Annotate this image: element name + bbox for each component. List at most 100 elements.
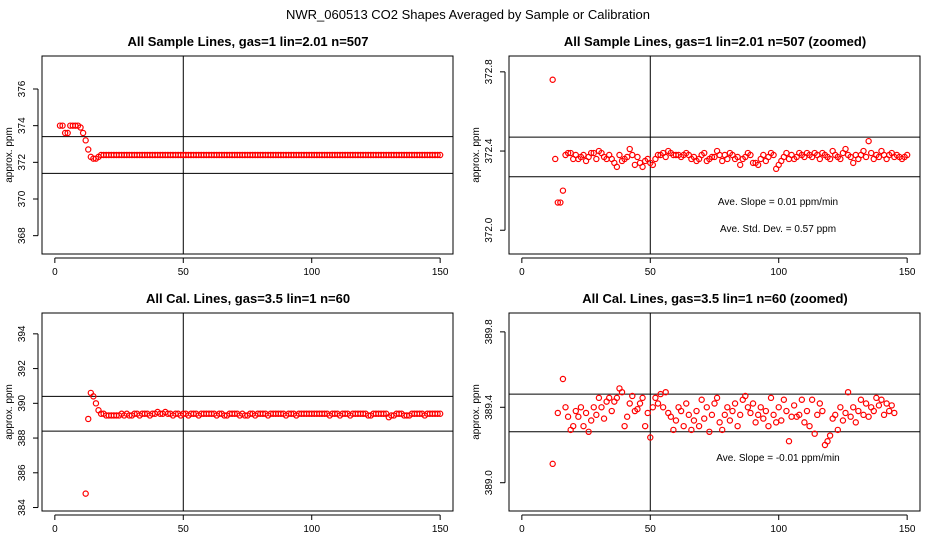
data-point <box>811 430 818 437</box>
y-tick-label: 384 <box>17 499 28 516</box>
data-point <box>814 411 821 419</box>
data-point <box>644 409 651 417</box>
x-tick-label: 50 <box>645 524 657 535</box>
data-point <box>778 417 785 424</box>
data-point <box>875 153 883 161</box>
data-point <box>61 129 69 137</box>
data-point <box>667 413 675 420</box>
data-point <box>875 402 883 409</box>
y-tick-label: 388 <box>17 429 28 446</box>
data-point <box>752 419 759 426</box>
data-point <box>749 400 757 407</box>
y-tick-label: 372.0 <box>484 217 495 242</box>
data-point <box>770 151 777 159</box>
data-point <box>549 460 556 468</box>
data-point <box>436 410 444 417</box>
data-point <box>839 417 847 424</box>
annotation: Ave. Slope = 0.01 ppm/min <box>718 197 838 208</box>
data-point <box>726 417 734 424</box>
data-point <box>559 375 567 383</box>
panel-cal-lines: All Cal. Lines, gas=3.5 lin=1 n=60 0 50 10… <box>4 291 454 535</box>
data-point <box>708 153 716 161</box>
data-point <box>639 394 646 402</box>
plot-frame <box>41 55 454 255</box>
data-point <box>434 410 441 417</box>
data-point <box>598 404 605 411</box>
data-point <box>557 199 564 206</box>
data-point <box>798 396 806 403</box>
data-point <box>719 426 726 434</box>
data-point <box>885 407 893 415</box>
data-point <box>847 413 854 420</box>
data-point <box>582 409 590 417</box>
data-point <box>593 155 600 163</box>
data-point <box>92 400 100 407</box>
y-tick-label: 389.4 <box>484 394 495 419</box>
data-point <box>629 151 636 159</box>
data-point <box>721 411 728 419</box>
data-point <box>59 122 66 129</box>
data-point <box>860 147 867 155</box>
data-point <box>575 413 582 420</box>
data-point <box>680 422 687 430</box>
y-tick-label: 389.8 <box>484 319 495 344</box>
data-point <box>82 490 89 497</box>
plot-frame <box>508 312 921 512</box>
data-point <box>631 161 639 169</box>
data-point <box>816 400 824 407</box>
data-point <box>85 415 92 423</box>
data-point <box>734 422 741 430</box>
data-point <box>613 163 621 171</box>
data-point <box>760 151 767 159</box>
data-point <box>564 149 572 157</box>
data-point <box>672 151 680 159</box>
data-point <box>742 392 749 400</box>
data-point <box>593 411 600 419</box>
data-point <box>639 163 646 171</box>
data-point <box>780 396 788 403</box>
data-point <box>767 394 775 402</box>
x-tick-label: 150 <box>899 267 916 278</box>
data-point <box>570 422 577 430</box>
y-axis-label: approx. ppm <box>4 384 15 440</box>
data-point <box>626 145 633 153</box>
y-tick-label: 389.0 <box>484 470 495 495</box>
data-point <box>834 426 842 434</box>
data-point <box>616 151 623 159</box>
x-tick-label: 150 <box>432 267 449 278</box>
data-point <box>837 404 844 411</box>
data-point <box>796 411 803 419</box>
y-tick-label: 392 <box>17 360 28 377</box>
data-point <box>860 411 867 419</box>
data-point <box>857 396 865 403</box>
data-point <box>85 146 92 153</box>
data-point <box>724 155 731 163</box>
data-point <box>736 411 744 419</box>
y-tick-label: 368 <box>17 227 28 244</box>
data-point <box>754 411 762 419</box>
data-point <box>641 422 649 430</box>
data-point <box>634 153 641 161</box>
y-tick-label: 386 <box>17 464 28 481</box>
data-point <box>842 409 849 417</box>
data-point <box>613 394 621 402</box>
data-point <box>701 415 708 422</box>
data-point <box>659 404 667 411</box>
data-point <box>803 407 811 415</box>
data-point <box>652 394 659 402</box>
data-point <box>618 389 626 396</box>
data-point <box>842 145 849 153</box>
data-point <box>731 400 739 407</box>
x-tick-label: 100 <box>303 524 320 535</box>
data-point <box>623 153 631 161</box>
data-point <box>862 153 870 161</box>
data-point <box>747 409 754 417</box>
data-point <box>801 419 808 426</box>
data-point <box>760 415 767 422</box>
data-point <box>865 137 872 145</box>
data-point <box>567 149 574 157</box>
panel-cal-lines-zoomed: All Cal. Lines, gas=3.5 lin=1 n=60 (zoom… <box>471 291 921 535</box>
data-point <box>56 122 64 129</box>
data-point <box>564 413 572 420</box>
data-point <box>683 400 690 407</box>
